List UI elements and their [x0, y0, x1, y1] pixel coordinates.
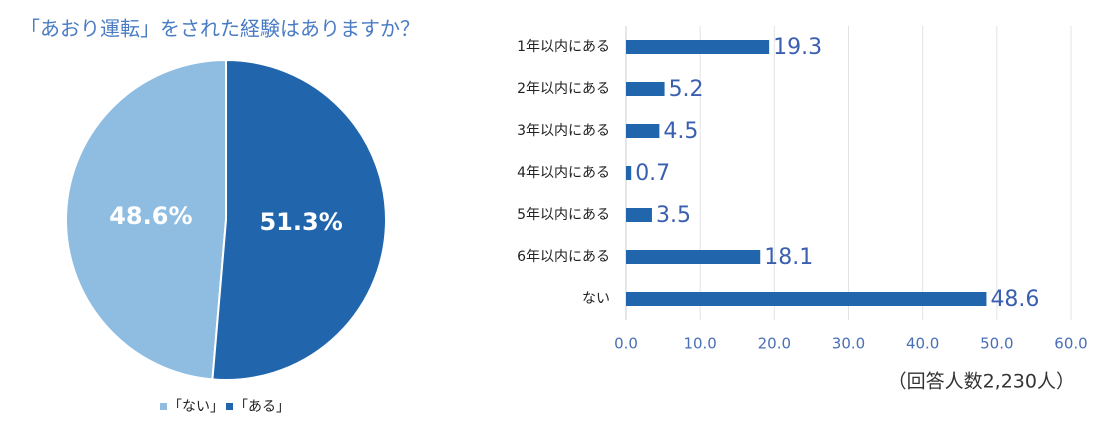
x-tick-label: 40.0 — [906, 335, 939, 353]
x-tick-label: 0.0 — [614, 335, 638, 353]
y-tick-label: 4年以内にある — [517, 165, 610, 181]
x-tick-label: 10.0 — [683, 335, 716, 353]
data-label: 4.5 — [663, 119, 698, 144]
bar — [626, 82, 665, 96]
x-tick-label: 30.0 — [832, 335, 865, 353]
pie-slice — [65, 58, 227, 381]
legend-swatch — [226, 403, 233, 410]
pie-slice — [211, 58, 387, 381]
legend-label: 「ない」 — [168, 399, 224, 415]
x-tick-label: 50.0 — [980, 335, 1013, 353]
chart-title: 「あおり運転」をされた経験はありますか？ — [20, 17, 420, 41]
y-tick-label: ない — [582, 291, 610, 307]
data-label: 51.3% — [259, 208, 342, 236]
bar — [626, 166, 632, 180]
y-tick-label: 5年以内にある — [517, 207, 610, 223]
bar — [626, 292, 987, 306]
x-tick-label: 20.0 — [758, 335, 791, 353]
data-label: 5.2 — [669, 77, 704, 102]
data-label: 18.1 — [764, 245, 813, 270]
bar — [626, 40, 770, 54]
data-label: 48.6 — [990, 287, 1039, 312]
y-tick-label: 1年以内にある — [517, 39, 610, 55]
data-label: 0.7 — [635, 161, 670, 186]
y-tick-label: 2年以内にある — [517, 81, 610, 97]
legend-label: 「ある」 — [234, 399, 290, 415]
data-label: 48.6% — [109, 202, 192, 230]
legend-swatch — [160, 403, 167, 410]
x-tick-label: 60.0 — [1054, 335, 1087, 353]
annotation: （回答人数2,230人） — [888, 371, 1075, 393]
bar — [626, 124, 660, 138]
bar — [626, 208, 652, 222]
data-label: 3.5 — [656, 203, 691, 228]
bar — [626, 250, 761, 264]
y-tick-label: 3年以内にある — [517, 123, 610, 139]
data-label: 19.3 — [773, 35, 822, 60]
y-tick-label: 6年以内にある — [517, 249, 610, 265]
